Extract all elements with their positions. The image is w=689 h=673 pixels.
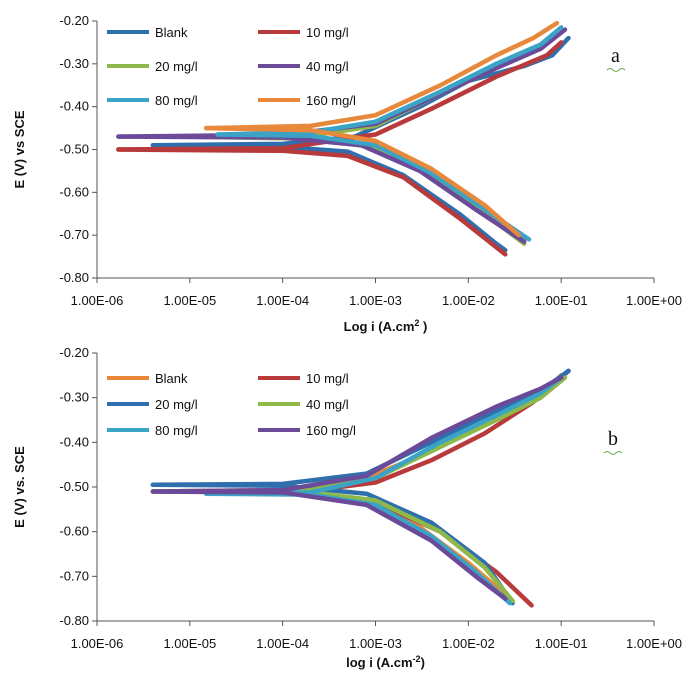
y-tick-label: -0.70	[59, 227, 89, 242]
x-axis-label-superscript: 2	[414, 318, 419, 328]
x-tick-label: 1.00E-04	[256, 293, 309, 308]
cathodic-branch-line	[150, 142, 508, 253]
y-tick-label: -0.60	[59, 524, 89, 539]
series-80-mg-l	[215, 25, 564, 242]
x-axis-label: Log i (A.cm2 )	[344, 318, 428, 334]
x-tick-label: 1.00E+00	[626, 293, 682, 308]
y-tick-label: -0.40	[59, 434, 89, 449]
legend-label: 160 mg/l	[306, 423, 356, 438]
series-20-mg-l	[150, 368, 571, 606]
y-axis-label: E (V) vs SCE	[12, 110, 27, 188]
chart-panel-a: -0.20 -0.30 -0.40 -0.50 -0.60 -0.70 -0.80 1.00E…	[12, 13, 682, 334]
y-tick-label: -0.50	[59, 142, 89, 157]
series-10-mg-l	[116, 40, 564, 257]
anodic-branch-line	[116, 40, 564, 152]
spellcheck-underline	[603, 451, 623, 455]
legend-label: 80 mg/l	[155, 93, 198, 108]
y-tick-label: -0.70	[59, 568, 89, 583]
y-tick-label: -0.50	[59, 479, 89, 494]
x-tick-label: 1.00E-05	[163, 636, 216, 651]
y-tick-label: -0.80	[59, 613, 89, 628]
legend-label: Blank	[155, 25, 188, 40]
legend: Blank 10 mg/l 20 mg/l 40 mg/l 80 mg/l 160 mg/…	[107, 371, 356, 438]
x-tick-label: 1.00E+00	[626, 636, 682, 651]
y-tick-label: -0.30	[59, 390, 89, 405]
series-160-mg-l	[203, 20, 560, 238]
y-tick-label: -0.30	[59, 56, 89, 71]
anodic-branch-line	[203, 375, 564, 496]
series-160-mg-l	[150, 375, 564, 601]
x-axis-label-end: )	[419, 319, 427, 334]
y-tick-label: -0.40	[59, 99, 89, 114]
y-tick-label: -0.60	[59, 184, 89, 199]
anodic-branch-line	[150, 375, 564, 494]
x-tick-label: 1.00E-02	[442, 636, 495, 651]
legend-label: 20 mg/l	[155, 59, 198, 74]
y-tick-label: -0.20	[59, 13, 89, 28]
y-axis-label: E (V) vs. SCE	[12, 446, 27, 528]
x-axis-label-text: Log i (A.cm	[344, 319, 415, 334]
legend-label: 40 mg/l	[306, 59, 349, 74]
legend-label: 10 mg/l	[306, 371, 349, 386]
panel-label: b	[608, 428, 618, 450]
legend-label: Blank	[155, 371, 188, 386]
legend-label: 10 mg/l	[306, 25, 349, 40]
legend-label: 20 mg/l	[155, 397, 198, 412]
x-tick-label: 1.00E-06	[71, 293, 124, 308]
legend-label: 80 mg/l	[155, 423, 198, 438]
y-tick-label: -0.20	[59, 345, 89, 360]
y-tick-label: -0.80	[59, 270, 89, 285]
panel-label: a	[611, 45, 620, 67]
anodic-branch-line	[150, 368, 571, 488]
x-tick-label: 1.00E-01	[535, 636, 588, 651]
chart-panel-b: -0.20 -0.30 -0.40 -0.50 -0.60 -0.70 -0.80 1.00E…	[12, 345, 682, 670]
x-tick-label: 1.00E-03	[349, 293, 402, 308]
x-tick-label: 1.00E-03	[349, 636, 402, 651]
x-tick-label: 1.00E-05	[163, 293, 216, 308]
x-tick-label: 1.00E-02	[442, 293, 495, 308]
spellcheck-underline	[606, 68, 626, 72]
cathodic-branch-line	[150, 489, 508, 601]
anodic-branch-line	[203, 20, 560, 131]
x-axis-label-end: )	[421, 655, 425, 670]
x-tick-label: 1.00E-04	[256, 636, 309, 651]
x-tick-label: 1.00E-01	[535, 293, 588, 308]
x-tick-label: 1.00E-06	[71, 636, 124, 651]
legend-label: 160 mg/l	[306, 93, 356, 108]
cathodic-branch-line	[116, 147, 508, 257]
x-axis-label-superscript: -2	[413, 654, 421, 664]
cathodic-branch-line	[203, 125, 522, 238]
legend: Blank 10 mg/l 20 mg/l 40 mg/l 80 mg/l 160 mg/…	[107, 25, 356, 108]
legend-label: 40 mg/l	[306, 397, 349, 412]
x-axis-label: log i (A.cm-2)	[346, 654, 425, 670]
x-axis-label-text: log i (A.cm	[346, 655, 412, 670]
